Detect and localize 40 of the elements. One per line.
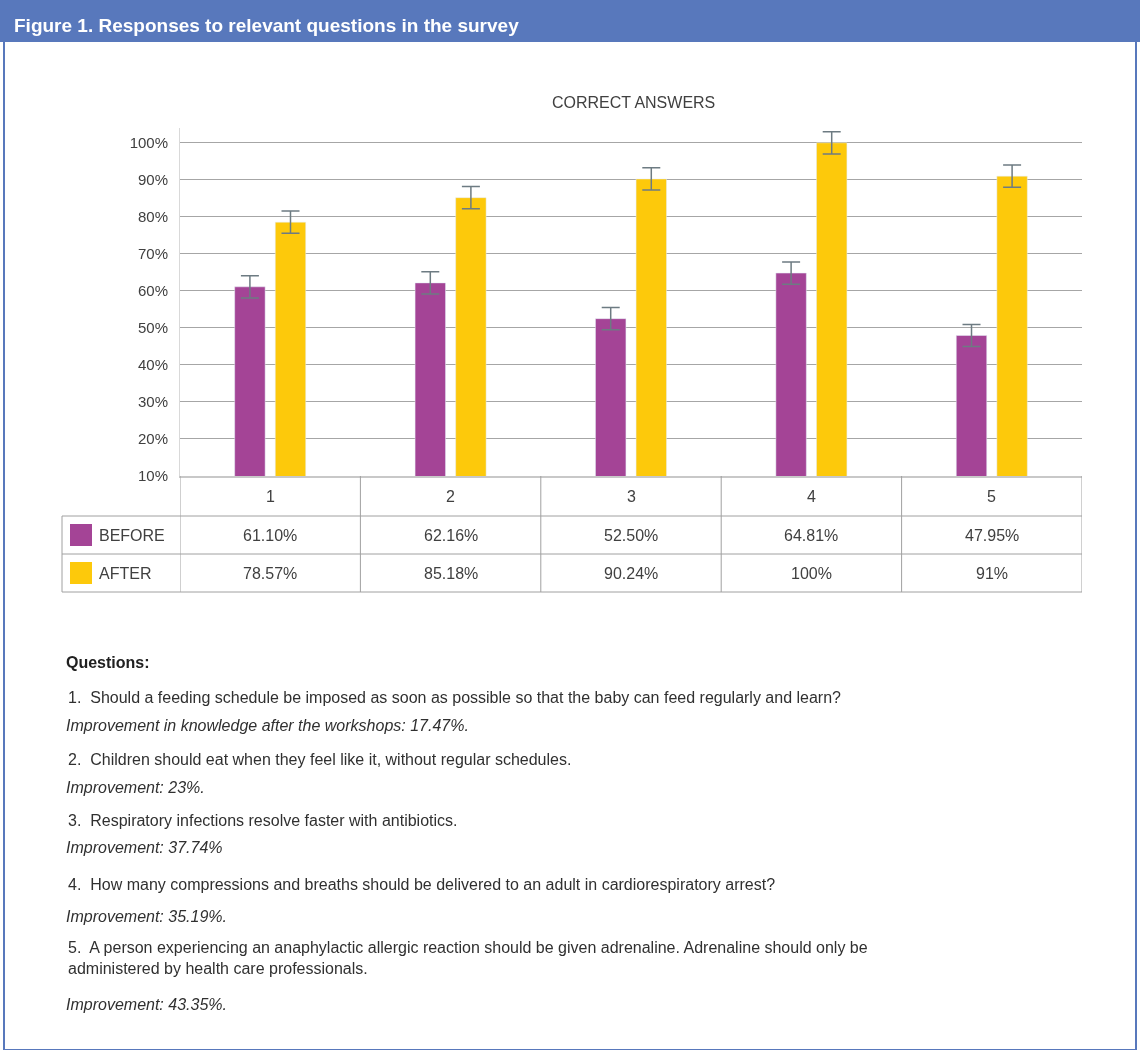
data-label: 100% [791,565,832,582]
data-label: 91% [976,565,1009,582]
text: Improvement: 37.74% [66,839,223,856]
x-tick-label: 4 [807,488,816,505]
data-label: 62.16% [424,527,479,544]
legend-label: AFTER [99,565,152,582]
y-tick-label: 100% [129,134,168,152]
text: 2. Children should eat when they feel like it, without regular schedules. [68,751,572,768]
y-tick-label: 30% [137,393,168,411]
data-label: 52.50% [604,527,659,544]
data-label: 85.18% [424,565,479,582]
y-tick-label: 70% [137,245,168,263]
data-label: 61.10% [243,527,298,544]
text: Improvement in knowledge after the workshops: 17.47%. [66,717,469,734]
chart-subtitle: CORRECT ANSWERS [552,94,716,111]
y-tick-label: 50% [137,319,168,337]
text: 3. Respiratory infections resolve faster with antibiotics. [68,812,458,829]
y-tick-label: 40% [137,356,168,374]
y-tick-label: 10% [137,467,168,485]
text: Improvement: 35.19%. [66,908,227,925]
data-label: 64.81% [784,527,839,544]
text: 4. How many compressions and breaths should be delivered to an adult in cardiorespiratory arrest? [68,876,776,893]
text: Questions: [66,654,150,671]
data-label: 90.24% [604,565,659,582]
y-tick-label: 20% [137,430,168,448]
data-label: 78.57% [243,565,298,582]
text: Improvement: 43.35%. [66,996,227,1013]
y-tick-label: 80% [137,208,168,226]
text: 1. Should a feeding schedule be imposed as soon as possible so that the baby can feed regularly and learn? [68,689,842,706]
x-tick-label: 5 [987,488,996,505]
y-tick-label: 60% [137,282,168,300]
chart-title: Figure 1. Responses to relevant questions in the survey [14,15,520,36]
legend-label: BEFORE [99,527,165,544]
x-tick-label: 3 [627,488,636,505]
text: 5. A person experiencing an anaphylactic allergic reaction should be given adrenaline. Adrenaline should only be administered by health care professionals. [68,939,868,977]
data-label: 47.95% [965,527,1020,544]
y-tick-label: 90% [137,171,168,189]
text: Improvement: 23%. [66,779,205,796]
x-tick-label: 2 [446,488,455,505]
x-tick-label: 1 [266,488,275,505]
